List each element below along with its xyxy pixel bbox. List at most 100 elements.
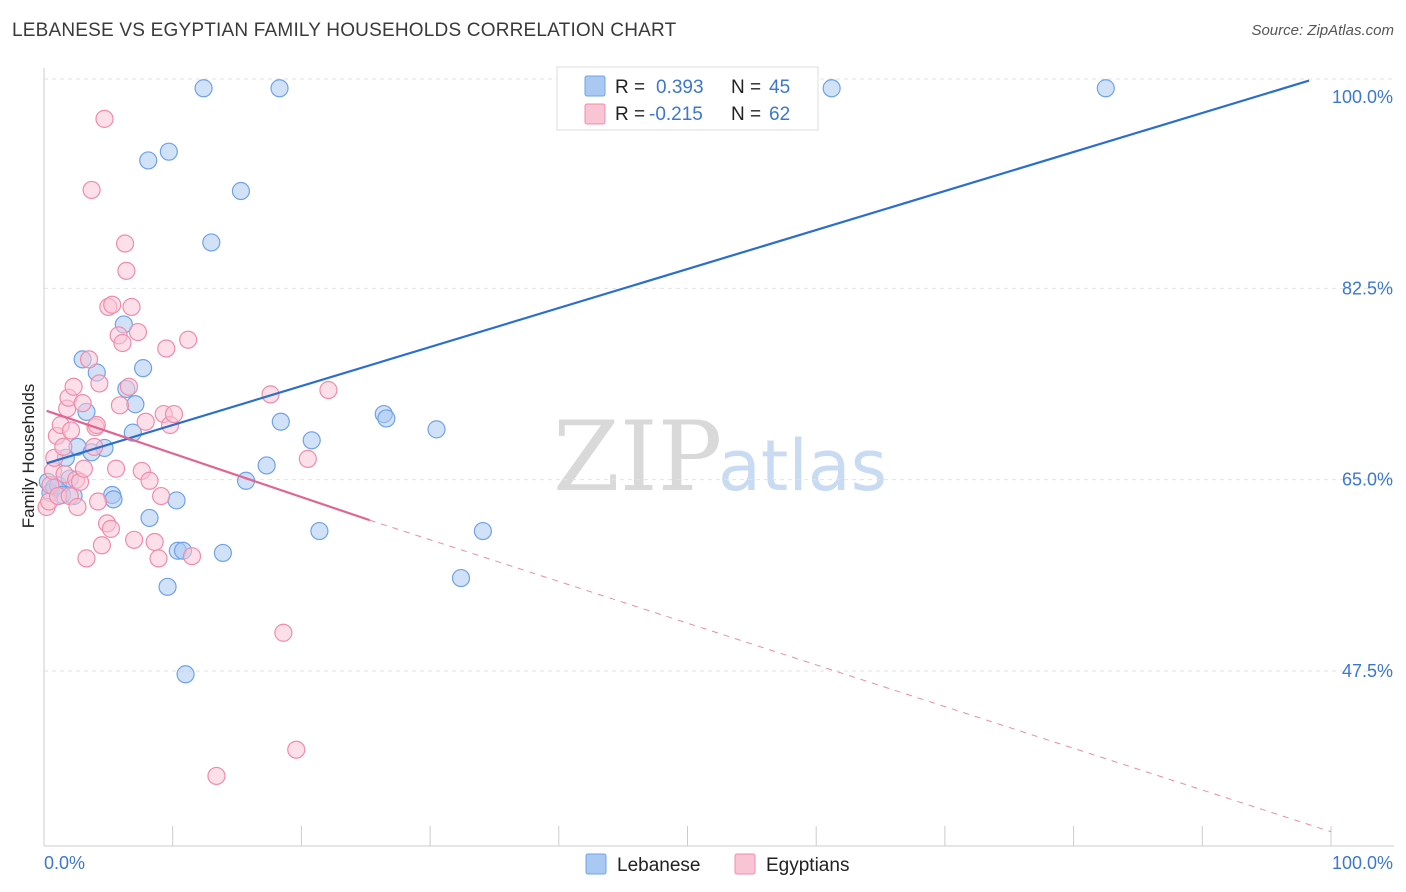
point-lebanese [139,151,158,170]
point-egyptians [157,339,176,358]
point-egyptians [64,377,83,396]
point-egyptians [82,180,101,200]
legend-r-label-lebanese: R = [615,77,645,98]
point-lebanese [271,412,290,431]
bottom-legend-label-lebanese: Lebanese [617,855,700,876]
point-egyptians [140,471,159,490]
watermark-zip: ZIP [553,401,722,513]
y-axis-label: Family Households [19,384,38,529]
point-lebanese [310,521,329,541]
point-lebanese [133,359,153,378]
trend-lines [46,79,1332,833]
point-egyptians [287,740,306,759]
point-lebanese [202,233,221,252]
point-egyptians [92,536,112,555]
legend-n-label-lebanese: N = [731,77,761,98]
point-lebanese [1096,79,1115,98]
point-egyptians [164,404,184,424]
legend-n-value-egyptians: 62 [769,104,790,125]
x-ticks [172,826,1332,846]
point-lebanese [427,420,446,439]
x-tick-label-left: 0.0% [44,853,85,873]
bottom-legend-label-egyptians: Egyptians [766,855,849,876]
y-tick-labels: 100.0% 82.5% 65.0% 47.5% [1332,87,1393,681]
gridlines [44,78,1394,672]
point-egyptians [207,766,226,786]
legend-r-value-egyptians: -0.215 [649,104,703,125]
point-egyptians [74,459,93,478]
stats-legend: R = 0.393 N = 45 R = -0.215 N = 62 [556,66,819,131]
point-egyptians [103,295,122,314]
point-egyptians [88,492,108,511]
point-egyptians [77,549,96,568]
point-lebanese [167,491,186,510]
point-lebanese [377,409,396,428]
y-tick-label: 100.0% [1332,87,1393,107]
point-egyptians [136,412,155,431]
point-egyptians [149,549,168,568]
point-lebanese [140,508,159,528]
y-tick-label: 82.5% [1342,278,1393,298]
bottom-legend-swatch-lebanese [585,853,607,875]
point-egyptians [79,350,99,369]
point-egyptians [113,333,132,353]
point-lebanese [194,79,213,98]
point-egyptians [152,486,171,506]
legend-n-label-egyptians: N = [731,104,761,125]
chart-title: LEBANESE VS EGYPTIAN FAMILY HOUSEHOLDS C… [12,20,677,41]
point-lebanese [451,568,471,588]
point-egyptians [117,261,136,280]
point-egyptians [128,322,148,342]
source-credit: Source: ZipAtlas.com [1251,22,1394,39]
point-egyptians [319,380,338,400]
point-lebanese [104,490,123,509]
point-lebanese [473,521,492,541]
point-egyptians [124,530,144,549]
y-tick-label: 65.0% [1342,470,1393,490]
series-lebanese [38,79,1115,684]
bottom-legend-swatch-egyptians [734,853,756,875]
point-egyptians [119,377,139,396]
legend-r-value-lebanese: 0.393 [656,77,704,98]
legend-r-label-egyptians: R = [615,104,645,125]
series-legend: Lebanese Egyptians [585,853,849,876]
point-egyptians [106,459,126,478]
point-lebanese [231,181,251,201]
point-lebanese [270,79,289,98]
y-tick-label: 47.5% [1342,661,1393,681]
point-egyptians [179,330,198,349]
trend-line-lebanese [46,79,1310,465]
series-egyptians [37,109,338,786]
x-tick-label-right: 100.0% [1332,853,1393,873]
point-egyptians [298,449,317,468]
point-egyptians [90,374,109,393]
trend-line-egyptians-extrapolated [369,519,1332,833]
point-lebanese [257,456,276,475]
point-lebanese [213,543,232,563]
point-egyptians [68,497,87,517]
point-egyptians [145,532,164,552]
point-egyptians [101,519,121,538]
point-lebanese [176,665,195,684]
point-lebanese [126,395,145,414]
point-egyptians [73,394,92,413]
watermark-atlas: atlas [718,425,887,507]
point-egyptians [182,547,202,566]
point-lebanese [302,431,321,450]
point-egyptians [110,396,130,415]
legend-swatch-lebanese [584,75,606,97]
point-egyptians [115,234,135,253]
legend-swatch-egyptians [584,103,606,125]
point-lebanese [159,142,178,161]
point-lebanese [822,79,841,98]
legend-n-value-lebanese: 45 [769,77,790,98]
point-lebanese [158,577,177,596]
point-egyptians [61,421,81,440]
axes [43,68,1394,847]
point-egyptians [54,437,73,456]
trend-line-egyptians [46,409,370,522]
point-egyptians [122,297,141,317]
point-egyptians [274,623,293,642]
point-egyptians [95,109,114,128]
